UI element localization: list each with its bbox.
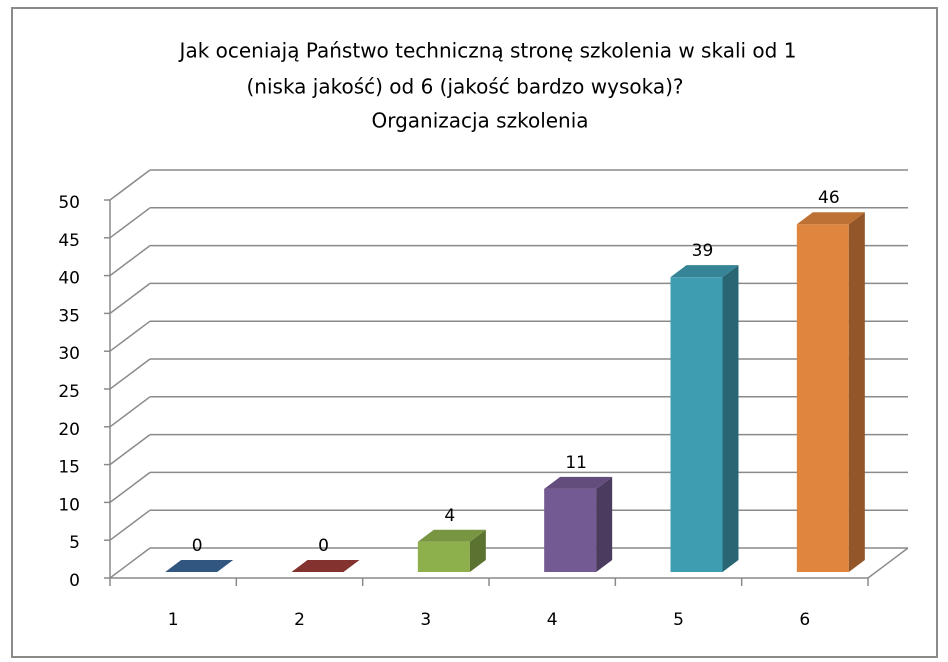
bar-front <box>670 277 723 572</box>
grid-line <box>109 509 151 541</box>
x-tick-label: 4 <box>547 610 558 630</box>
y-tick-label: 45 <box>58 231 80 251</box>
bar-top <box>165 560 234 572</box>
bar-front <box>417 541 470 572</box>
y-tick-label: 20 <box>58 420 80 440</box>
value-label: 11 <box>565 453 587 473</box>
bar-top <box>796 212 865 225</box>
value-label: 0 <box>192 536 203 556</box>
value-label: 4 <box>444 506 455 526</box>
y-tick-label: 35 <box>58 306 80 326</box>
grid-line <box>109 282 151 314</box>
grid-line <box>109 169 151 201</box>
grid-line <box>109 547 151 579</box>
y-tick-label: 50 <box>58 193 80 213</box>
y-tick-label: 30 <box>58 344 80 364</box>
bar-front <box>796 224 849 573</box>
bar-top <box>291 560 360 572</box>
bar-top <box>670 265 739 278</box>
grid-line <box>109 245 151 277</box>
x-tick-label: 3 <box>420 610 431 630</box>
grid-line <box>109 320 151 352</box>
chart-title: Organizacja szkolenia <box>371 109 588 133</box>
chart-title: Jak oceniają Państwo techniczną stronę s… <box>178 39 797 63</box>
grid-line <box>109 207 151 239</box>
x-tick-label: 5 <box>673 610 684 630</box>
x-tick-label: 1 <box>168 610 179 630</box>
y-tick-label: 5 <box>69 533 80 553</box>
bar-top <box>417 529 486 542</box>
value-label: 46 <box>818 188 840 208</box>
value-label: 39 <box>692 241 714 261</box>
grid-line <box>109 358 151 390</box>
x-tick-label: 6 <box>799 610 810 630</box>
bar-side <box>848 212 865 573</box>
x-tick-label: 2 <box>294 610 305 630</box>
y-tick-label: 10 <box>58 495 80 515</box>
grid-line <box>109 396 151 428</box>
bar-front <box>544 488 597 572</box>
grid-line <box>109 434 151 466</box>
floor-edge <box>867 547 909 579</box>
grid-line <box>109 471 151 503</box>
y-tick-label: 25 <box>58 382 80 402</box>
bar-side <box>596 476 613 572</box>
bar-side <box>469 529 486 572</box>
bar-top <box>544 476 613 489</box>
chart-title: (niska jakość) od 6 (jakość bardzo wysok… <box>246 75 683 99</box>
y-tick-label: 15 <box>58 458 80 478</box>
value-label: 0 <box>318 536 329 556</box>
bar-side <box>722 265 739 572</box>
y-tick-label: 40 <box>58 269 80 289</box>
y-tick-label: 0 <box>69 571 80 591</box>
